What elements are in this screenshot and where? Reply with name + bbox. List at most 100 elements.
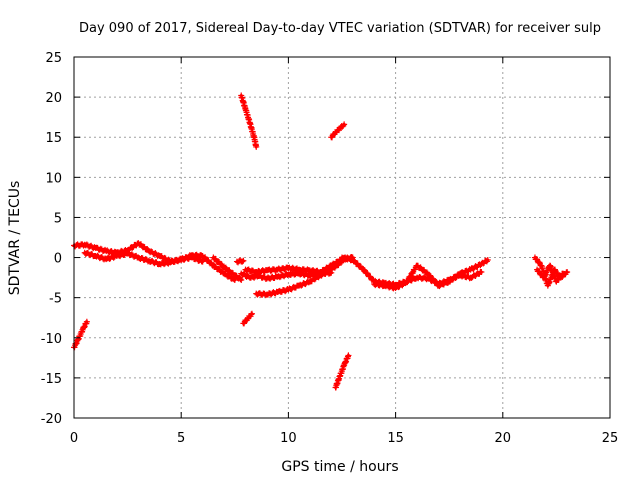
- data-point: [539, 264, 543, 268]
- data-point: [338, 374, 342, 378]
- data-point: [276, 290, 280, 294]
- data-point: [329, 135, 333, 139]
- data-point: [565, 270, 569, 274]
- data-point: [338, 126, 342, 130]
- data-point: [340, 256, 344, 260]
- data-point: [83, 243, 87, 247]
- data-point: [190, 256, 194, 260]
- data-point: [147, 259, 151, 263]
- data-point: [246, 317, 250, 321]
- data-point: [136, 241, 140, 245]
- data-point: [93, 254, 97, 258]
- data-point: [458, 272, 462, 276]
- data-point: [479, 262, 483, 266]
- y-tick-label: 0: [54, 252, 62, 267]
- data-point: [548, 264, 552, 268]
- x-tick-label: 5: [177, 431, 185, 446]
- data-point: [265, 276, 269, 280]
- data-point: [546, 284, 550, 288]
- data-point: [308, 280, 312, 284]
- plot-frame: [73, 56, 611, 419]
- series-arc-5: [253, 258, 345, 299]
- data-point: [104, 257, 108, 261]
- data-point: [250, 312, 254, 316]
- data-point: [469, 268, 473, 272]
- data-point: [93, 246, 97, 250]
- data-point: [265, 268, 269, 272]
- data-point: [254, 292, 258, 296]
- y-tick-label: 15: [45, 131, 62, 146]
- y-tick-label: 5: [54, 211, 62, 226]
- chart-title: Day 090 of 2017, Sidereal Day-to-day VTE…: [79, 21, 601, 36]
- data-point: [248, 276, 252, 280]
- data-point: [233, 273, 237, 277]
- data-point: [76, 337, 80, 341]
- data-point: [372, 282, 376, 286]
- data-point: [254, 145, 258, 149]
- x-axis-label: GPS time / hours: [281, 459, 398, 475]
- x-tick-label: 0: [70, 431, 78, 446]
- data-point: [394, 286, 398, 290]
- axis-ticks: [73, 56, 611, 419]
- series-arc-16: [233, 257, 247, 266]
- x-tick-labels: 0 5 10 15 20 25: [70, 431, 618, 446]
- data-point: [561, 272, 565, 276]
- data-point: [286, 266, 290, 270]
- data-point: [241, 259, 245, 263]
- data-point: [254, 270, 258, 274]
- data-point: [542, 276, 546, 280]
- data-point: [158, 262, 162, 266]
- data-point: [383, 284, 387, 288]
- data-point: [342, 122, 346, 126]
- data-point: [256, 274, 260, 278]
- data-point: [415, 276, 419, 280]
- marker-trail: [332, 352, 352, 391]
- data-point: [235, 260, 239, 264]
- data-point: [179, 257, 183, 261]
- data-point: [469, 276, 473, 280]
- data-point: [351, 258, 355, 262]
- data-point: [554, 280, 558, 284]
- y-tick-label: -5: [49, 292, 62, 307]
- data-point: [239, 94, 243, 98]
- y-tick-labels: -20 -15 -10 -5 0 5 10 15 20 25: [41, 51, 62, 427]
- data-point: [319, 273, 323, 277]
- data-point: [239, 278, 243, 282]
- series-arc-15: [332, 352, 352, 391]
- series-arc-2: [81, 249, 206, 268]
- data-point: [222, 265, 226, 269]
- data-point: [241, 321, 245, 325]
- data-point: [329, 264, 333, 268]
- data-point: [361, 268, 365, 272]
- data-point: [334, 386, 338, 390]
- series-arc-6: [210, 254, 245, 284]
- y-tick-label: 20: [45, 91, 62, 106]
- data-point: [415, 264, 419, 268]
- y-tick-label: 25: [45, 51, 62, 66]
- y-tick-label: -10: [41, 332, 62, 347]
- data-point: [248, 121, 252, 125]
- data-point: [83, 251, 87, 255]
- data-point: [136, 256, 140, 260]
- data-point: [222, 272, 226, 276]
- data-point: [233, 278, 237, 282]
- data-point: [334, 130, 338, 134]
- data-point: [201, 254, 205, 258]
- data-point: [115, 254, 119, 258]
- data-point: [308, 268, 312, 272]
- data-point: [286, 288, 290, 292]
- data-point: [297, 272, 301, 276]
- y-tick-label: 10: [45, 171, 62, 186]
- data-point: [436, 284, 440, 288]
- data-point: [252, 135, 256, 139]
- data-point: [211, 264, 215, 268]
- data-point: [447, 280, 451, 284]
- data-point: [244, 107, 248, 111]
- data-points: [71, 92, 571, 391]
- x-tick-label: 25: [602, 431, 619, 446]
- data-point: [342, 363, 346, 367]
- data-point: [244, 268, 248, 272]
- series-arc-11: [238, 92, 260, 150]
- data-point: [297, 268, 301, 272]
